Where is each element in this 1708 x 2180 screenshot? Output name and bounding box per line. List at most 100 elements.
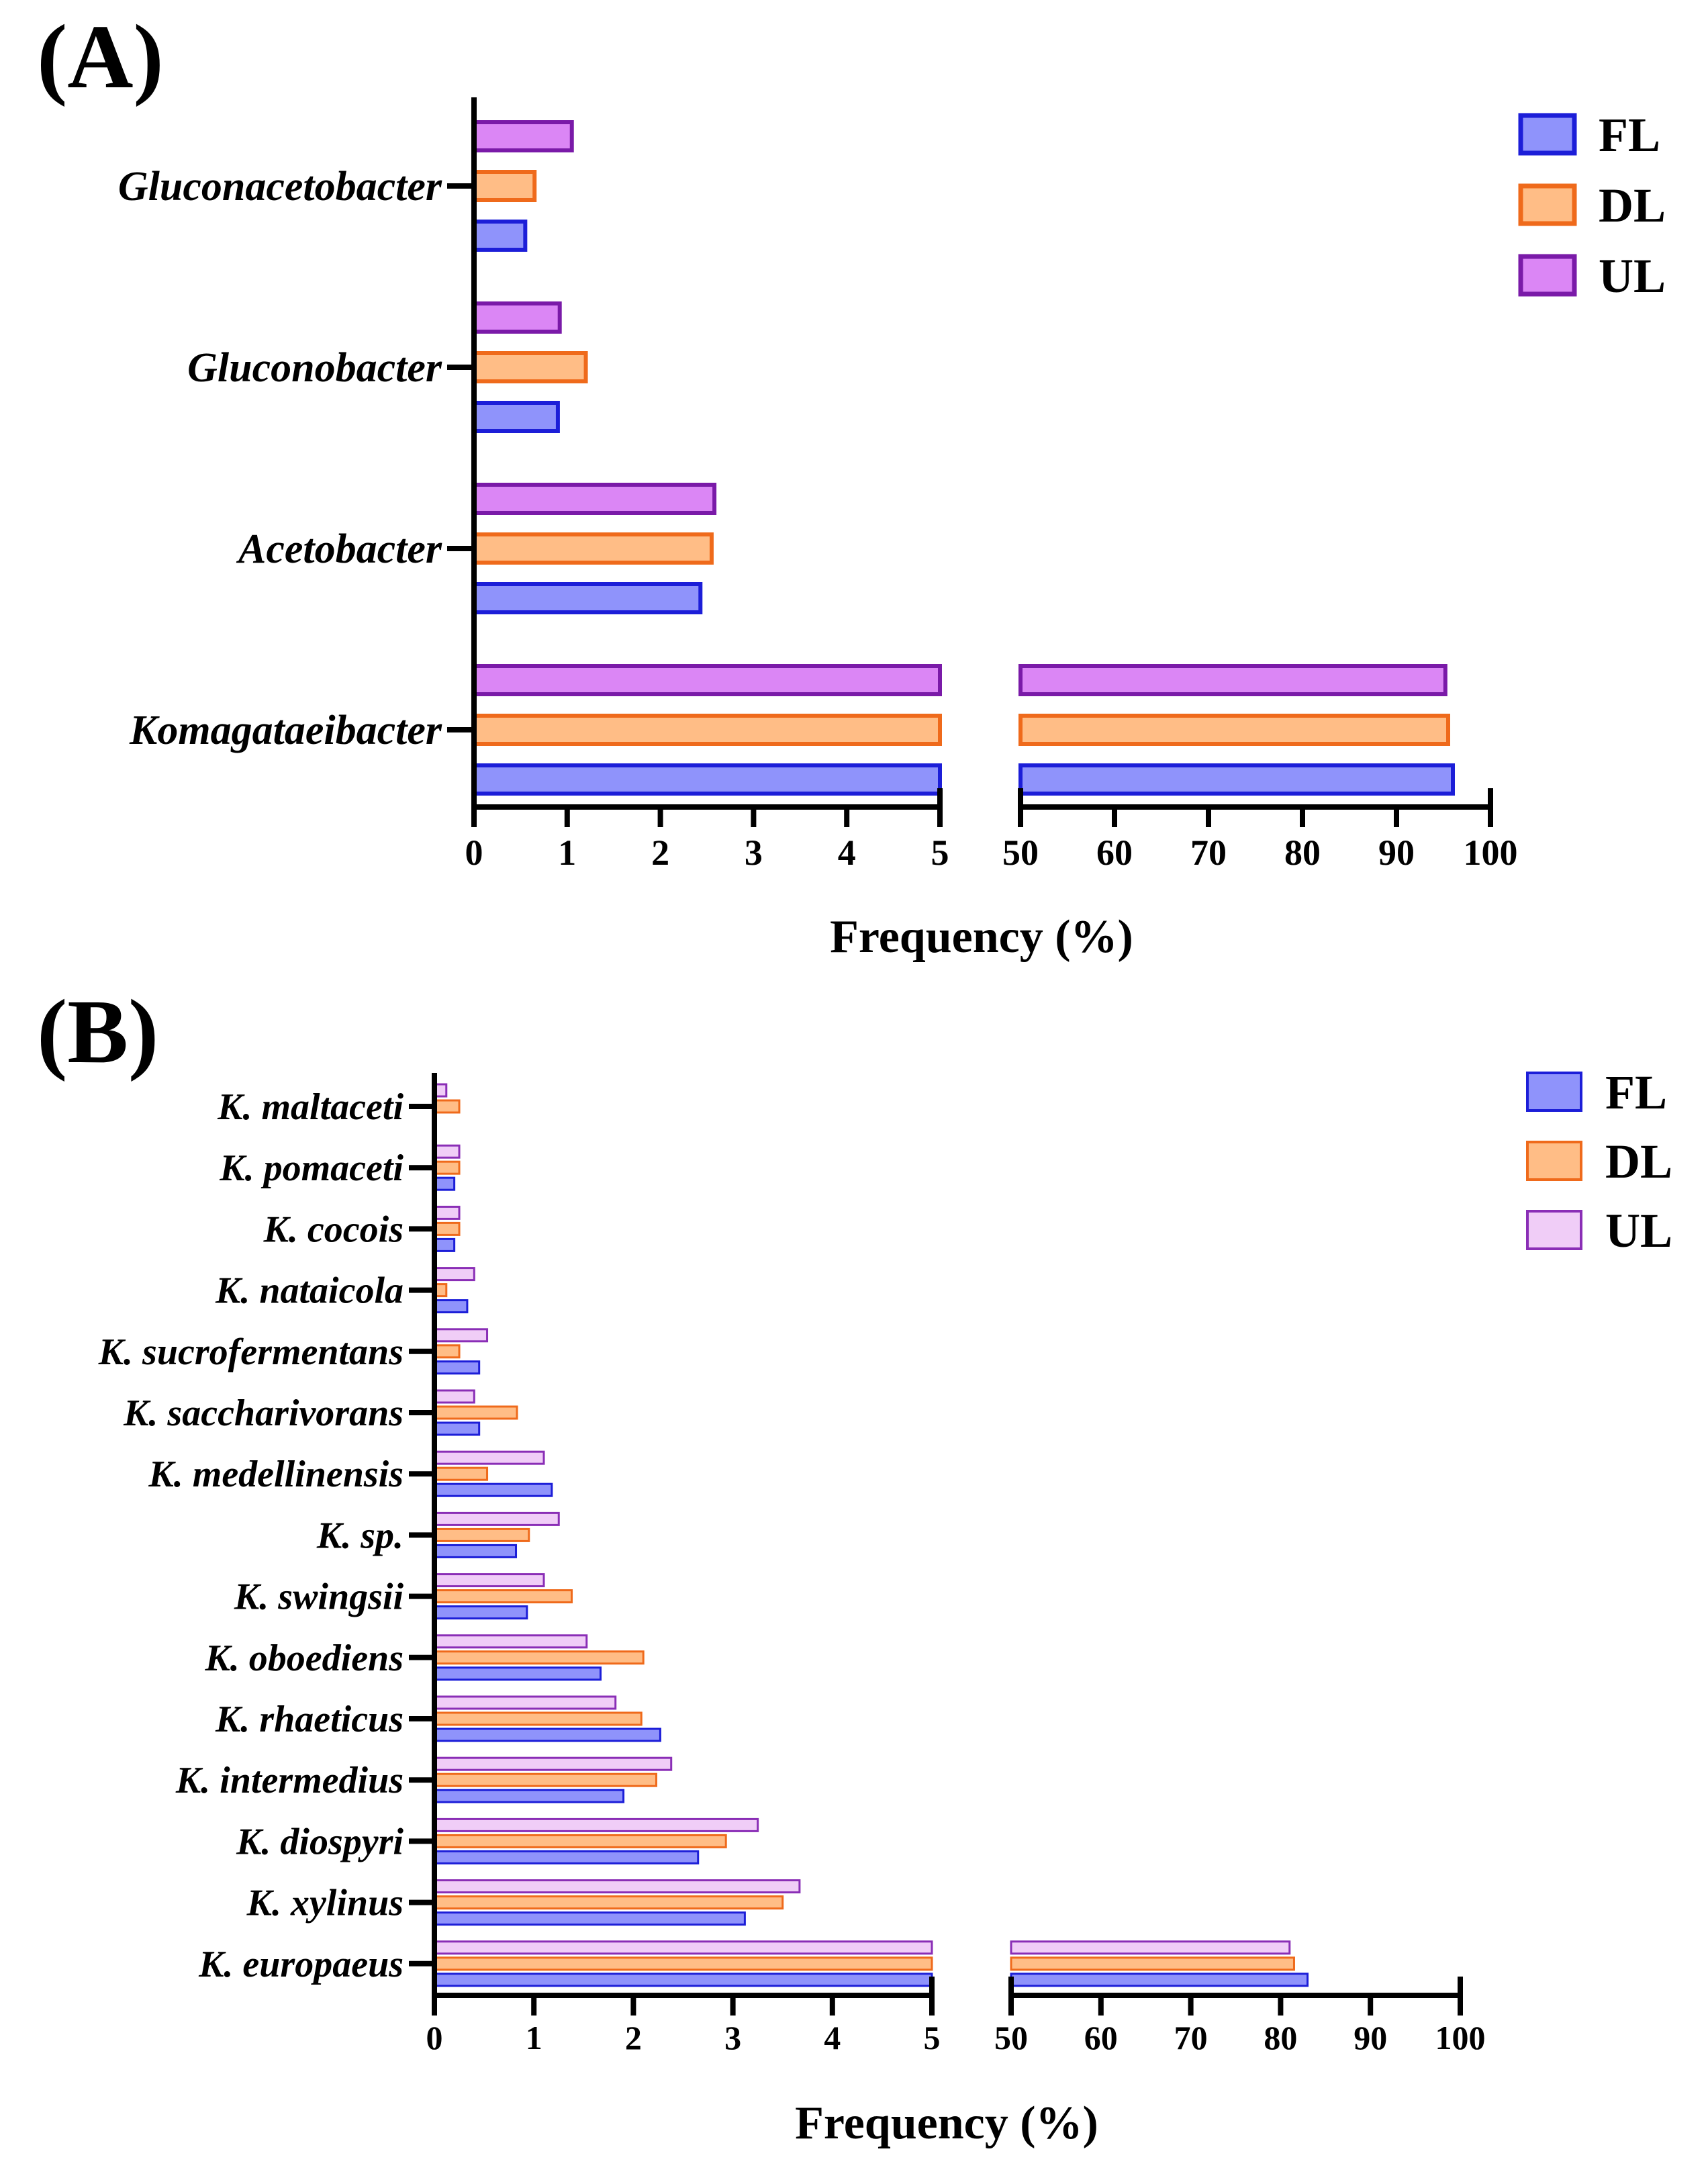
category-label-k-pomaceti: K. pomaceti [219, 1147, 404, 1189]
bar-fl-komagataeibacter [472, 763, 942, 796]
panel-b-bars [433, 1083, 1309, 1987]
legend-label-ul: UL [1605, 1204, 1672, 1258]
bar-dl-k-europaeus [433, 1956, 933, 1971]
bar-ul-gluconobacter [472, 301, 562, 334]
bar-ul-acetobacter [472, 483, 717, 515]
category-label-k-saccharivorans: K. saccharivorans [123, 1392, 404, 1434]
bar-ul-k-oboediens [433, 1634, 588, 1649]
bar-ul-komagataeibacter [472, 664, 942, 696]
bar-fl-k-sucrofermentans [433, 1360, 481, 1375]
panel-b-label: (B) [37, 982, 158, 1082]
bar-fl-k-europaeus-continued [1010, 1973, 1309, 1987]
category-label-komagataeibacter: Komagataeibacter [129, 708, 442, 753]
bar-fl-k-pomaceti [433, 1176, 456, 1191]
legend-label-fl: FL [1599, 108, 1660, 162]
bar-fl-komagataeibacter-continued [1018, 763, 1455, 796]
bar-fl-k-medellinensis [433, 1482, 553, 1497]
bar-dl-k-cocois [433, 1221, 461, 1236]
bar-dl-k-xylinus [433, 1895, 784, 1910]
category-label-k-diospyri: K. diospyri [236, 1821, 404, 1862]
category-label-gluconacetobacter: Gluconacetobacter [118, 164, 442, 209]
bar-dl-k-medellinensis [433, 1466, 489, 1481]
category-label-k-intermedius: K. intermedius [175, 1760, 404, 1801]
bar-ul-k-rhaeticus [433, 1695, 617, 1710]
bar-ul-k-europaeus [433, 1940, 933, 1955]
bar-ul-k-diospyri [433, 1817, 759, 1832]
bar-dl-k-saccharivorans [433, 1405, 518, 1420]
bar-dl-k-oboediens [433, 1650, 645, 1665]
panel-a-bars [472, 120, 1455, 796]
legend-swatch-ul [1526, 1210, 1582, 1250]
panel-a-axes: Gluconacetobacter Gluconobacter Acetobacte… [118, 97, 1518, 873]
x-tick-label-4: 4 [824, 2019, 841, 2056]
bar-fl-gluconacetobacter [472, 220, 528, 252]
bar-ul-k-nataicola [433, 1267, 475, 1282]
x-tick-label-60: 60 [1096, 833, 1133, 873]
bar-dl-gluconacetobacter [472, 170, 537, 202]
category-label-k-cocois: K. cocois [263, 1209, 404, 1250]
bar-dl-k-sp [433, 1527, 530, 1542]
bar-fl-k-oboediens [433, 1666, 602, 1681]
legend-swatch-dl [1526, 1141, 1582, 1181]
bar-fl-k-xylinus [433, 1911, 746, 1926]
legend-label-ul: UL [1599, 249, 1666, 303]
bar-fl-gluconobacter [472, 401, 560, 433]
x-tick-label-0: 0 [465, 833, 483, 873]
panel-b-legend: FL DL UL [1526, 1065, 1672, 1258]
x-tick-label-60: 60 [1084, 2019, 1118, 2056]
category-label-gluconobacter: Gluconobacter [187, 345, 442, 391]
x-tick-label-2: 2 [651, 833, 669, 873]
bar-dl-k-intermedius [433, 1772, 657, 1787]
bar-ul-k-europaeus-continued [1010, 1940, 1291, 1955]
category-label-k-maltaceti: K. maltaceti [217, 1086, 404, 1128]
bar-ul-k-sucrofermentans [433, 1328, 489, 1343]
legend-swatch-fl [1518, 113, 1577, 156]
bar-dl-gluconobacter [472, 351, 588, 383]
category-label-k-sp: K. sp. [316, 1515, 404, 1556]
panel-a-legend: FL DL UL [1518, 108, 1666, 303]
bar-dl-acetobacter [472, 532, 714, 565]
bar-ul-k-intermedius [433, 1756, 673, 1771]
legend-label-fl: FL [1605, 1065, 1667, 1119]
x-tick-label-90: 90 [1378, 833, 1415, 873]
category-label-k-nataicola: K. nataicola [215, 1270, 404, 1312]
bar-dl-k-rhaeticus [433, 1711, 643, 1726]
bar-ul-k-cocois [433, 1205, 461, 1220]
x-tick-label-70: 70 [1174, 2019, 1208, 2056]
bar-fl-k-nataicola [433, 1299, 469, 1314]
bar-dl-k-europaeus-continued [1010, 1956, 1295, 1971]
x-tick-label-1: 1 [558, 833, 576, 873]
bar-fl-k-saccharivorans [433, 1421, 481, 1436]
x-tick-label-80: 80 [1284, 833, 1321, 873]
x-tick-label-100: 100 [1435, 2019, 1486, 2056]
x-tick-label-3: 3 [745, 833, 763, 873]
bar-ul-k-medellinensis [433, 1450, 545, 1465]
bar-dl-k-diospyri [433, 1834, 727, 1848]
panel-b-axes: K. maltaceti K. pomaceti K. cocois K. natai… [98, 1073, 1486, 2056]
bar-ul-k-xylinus [433, 1879, 801, 1894]
panel-b: (B) K. maltaceti K. pomaceti K. cocois K. n… [37, 982, 1672, 2149]
x-tick-label-4: 4 [838, 833, 856, 873]
x-tick-label-3: 3 [724, 2019, 741, 2056]
category-label-k-xylinus: K. xylinus [246, 1883, 404, 1924]
bar-ul-komagataeibacter-continued [1018, 664, 1448, 696]
panel-a: (A) Gluconacetobacter Gluconobacter Acetob… [37, 7, 1666, 963]
x-tick-label-50: 50 [1002, 833, 1039, 873]
bar-fl-k-sp [433, 1544, 518, 1558]
panel-b-x-axis-label: Frequency (%) [795, 2097, 1098, 2149]
bar-fl-k-europaeus [433, 1973, 933, 1987]
bar-ul-k-pomaceti [433, 1144, 461, 1159]
bar-fl-k-rhaeticus [433, 1727, 661, 1742]
panel-a-label: (A) [37, 7, 164, 107]
bar-dl-komagataeibacter-continued [1018, 714, 1450, 746]
x-tick-label-90: 90 [1354, 2019, 1387, 2056]
category-label-k-sucrofermentans: K. sucrofermentans [98, 1331, 404, 1373]
bar-ul-k-saccharivorans [433, 1389, 475, 1404]
legend-label-dl: DL [1605, 1135, 1672, 1188]
bar-ul-gluconacetobacter [472, 120, 574, 152]
panel-a-x-axis-label: Frequency (%) [830, 911, 1133, 963]
category-label-k-oboediens: K. oboediens [204, 1638, 404, 1679]
bar-ul-k-sp [433, 1511, 560, 1526]
